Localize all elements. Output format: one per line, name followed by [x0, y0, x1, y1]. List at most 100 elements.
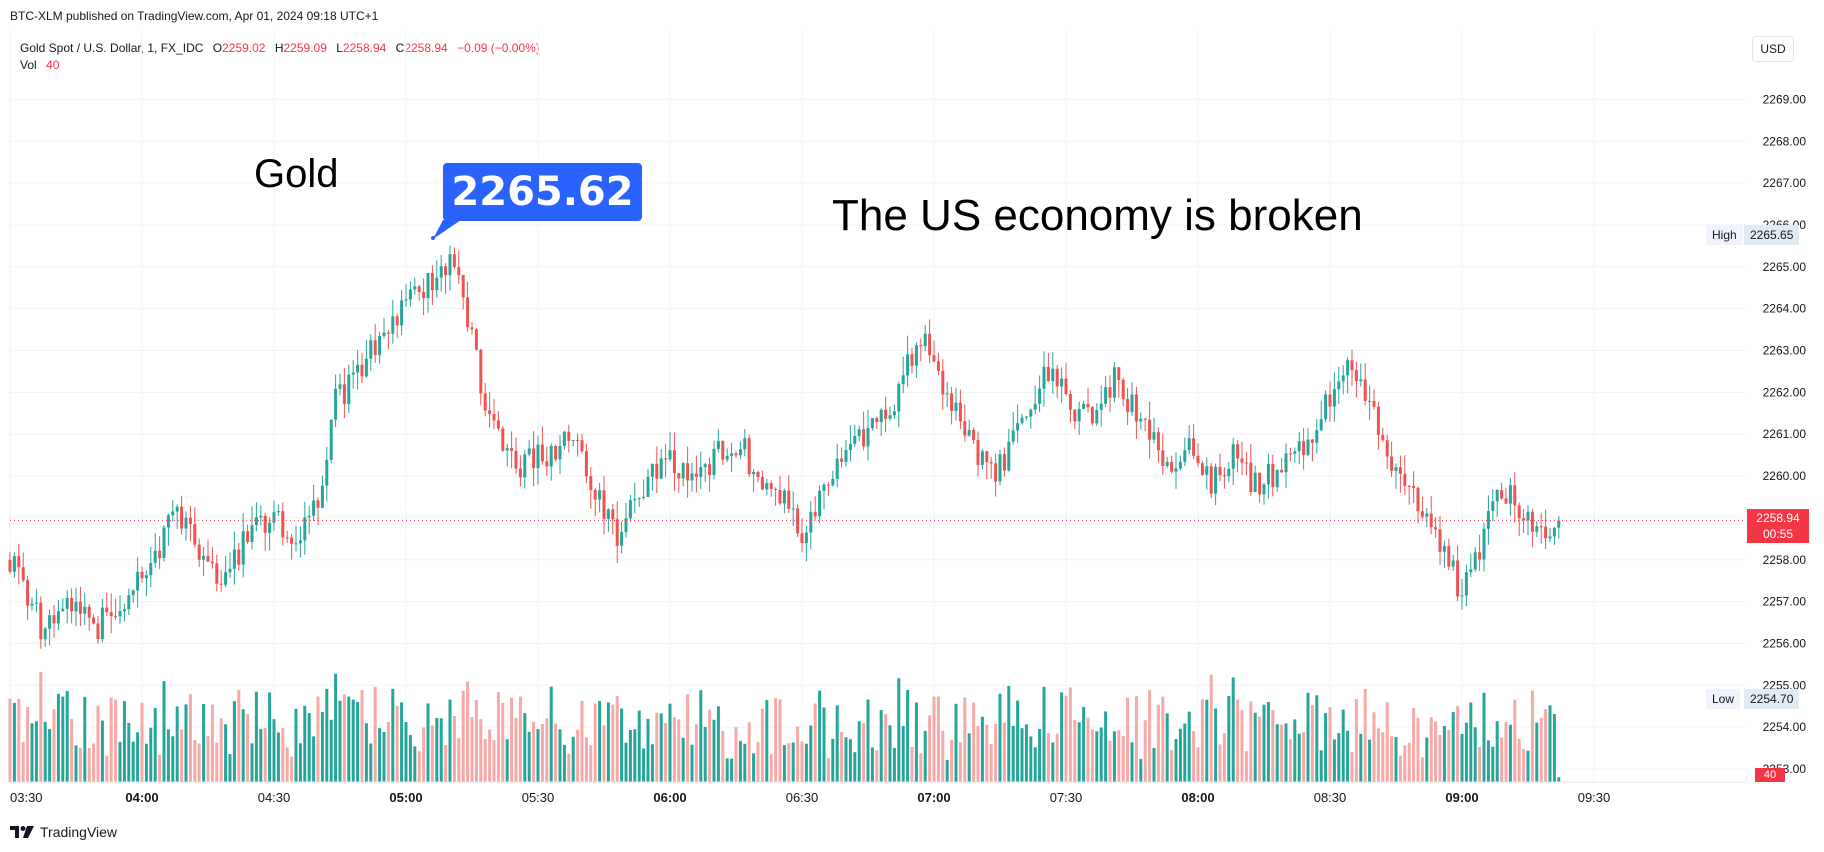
volume-bar [1341, 709, 1345, 782]
volume-bar [540, 723, 544, 782]
volume-bar [470, 717, 474, 782]
volume-bar [1420, 757, 1424, 782]
last-price-value: 2258.94 [1756, 511, 1800, 525]
candle-body [1170, 461, 1174, 472]
volume-bar [686, 694, 690, 782]
x-tick-label: 05:00 [389, 790, 422, 805]
candle-body [400, 300, 404, 326]
volume-bar [452, 715, 456, 782]
symbol-name[interactable]: Gold Spot / U.S. Dollar, 1, FX_IDC [20, 41, 204, 55]
volume-bar [655, 712, 659, 782]
volume-bar [1451, 712, 1455, 782]
volume-bar [193, 740, 197, 782]
volume-bar [892, 748, 896, 782]
annotation-gold[interactable]: Gold [254, 152, 339, 196]
volume-bar [598, 700, 602, 782]
candle-body [1266, 463, 1270, 485]
x-tick-label: 04:00 [125, 790, 158, 805]
volume-bar [1544, 708, 1548, 782]
candle-body [774, 488, 778, 490]
candle-body [1372, 400, 1376, 407]
volume-bar [171, 736, 175, 782]
x-tick-label: 05:30 [522, 790, 555, 805]
candle-body [422, 291, 426, 298]
candle-body [254, 517, 258, 526]
candle-body [1544, 526, 1548, 539]
volume-label[interactable]: Vol [20, 58, 37, 72]
candle-body [800, 533, 804, 544]
volume-bar [1504, 722, 1508, 782]
candle-body [545, 461, 549, 467]
volume-bar [945, 759, 949, 782]
price-callout[interactable]: 2265.62 [443, 163, 642, 221]
volume-bar [444, 745, 448, 782]
volume-bar [136, 732, 140, 782]
candle-body [175, 506, 179, 512]
volume-bar [958, 742, 962, 782]
candle-body [1086, 403, 1090, 408]
candle-body [364, 358, 368, 377]
candle-body [580, 440, 584, 452]
candle-body [1218, 466, 1222, 476]
volume-bar [813, 703, 817, 782]
candle-body [1258, 472, 1262, 495]
volume-bar [351, 699, 355, 782]
y-tick-label: 2254.00 [1763, 720, 1807, 734]
candle-body [1288, 453, 1292, 455]
volume-bar [527, 731, 531, 782]
candle-body [747, 438, 751, 475]
candle-body [83, 606, 87, 614]
volume-bar [241, 709, 245, 782]
candle-body [892, 411, 896, 416]
candle-body [765, 483, 769, 490]
candle-body [294, 543, 298, 545]
volume-bar [1293, 719, 1297, 782]
candle-body [1324, 394, 1328, 420]
candle-body [1104, 387, 1108, 404]
volume-bar [1020, 728, 1024, 782]
candle-body [56, 611, 60, 624]
volume-bar [879, 710, 883, 782]
volume-bar [210, 704, 214, 782]
volume-bar [642, 748, 646, 782]
volume-bar [712, 719, 716, 782]
candle-body [1139, 418, 1143, 422]
volume-bar [664, 723, 668, 782]
candle-body [1508, 485, 1512, 504]
candle-body [320, 485, 324, 508]
candle-body [342, 384, 346, 404]
candle-body [1148, 419, 1152, 440]
volume-bar [246, 714, 250, 782]
volume-bar [1253, 712, 1257, 782]
candle-body [281, 511, 285, 538]
candle-body [65, 597, 69, 609]
candle-body [1557, 520, 1561, 528]
candle-body [848, 443, 852, 450]
volume-bar [1258, 716, 1262, 782]
volume-bar [791, 742, 795, 782]
volume-bar [1297, 733, 1301, 782]
volume-bar [290, 756, 294, 782]
candle-body [1253, 472, 1257, 493]
volume-bar [848, 739, 852, 782]
price-chart[interactable]: 2253.002254.002255.002256.002257.002258.… [0, 0, 1824, 820]
candle-body [523, 454, 527, 478]
volume-bar [967, 733, 971, 782]
volume-bar [1557, 777, 1561, 782]
footer-brand[interactable]: TradingView [10, 824, 117, 840]
candle-body [413, 286, 417, 290]
candle-body [870, 418, 874, 429]
currency-button[interactable]: USD [1752, 36, 1794, 62]
volume-bar [461, 690, 465, 782]
candle-body [1236, 444, 1240, 459]
volume-bar [1064, 695, 1068, 782]
volume-bar [400, 702, 404, 782]
candle-body [769, 483, 773, 489]
annotation-headline[interactable]: The US economy is broken [832, 191, 1363, 240]
candle-body [1007, 441, 1011, 471]
candle-body [325, 459, 329, 486]
volume-bar [356, 701, 360, 782]
candle-body [1121, 379, 1125, 400]
volume-bar [769, 754, 773, 782]
candle-body [778, 489, 782, 504]
